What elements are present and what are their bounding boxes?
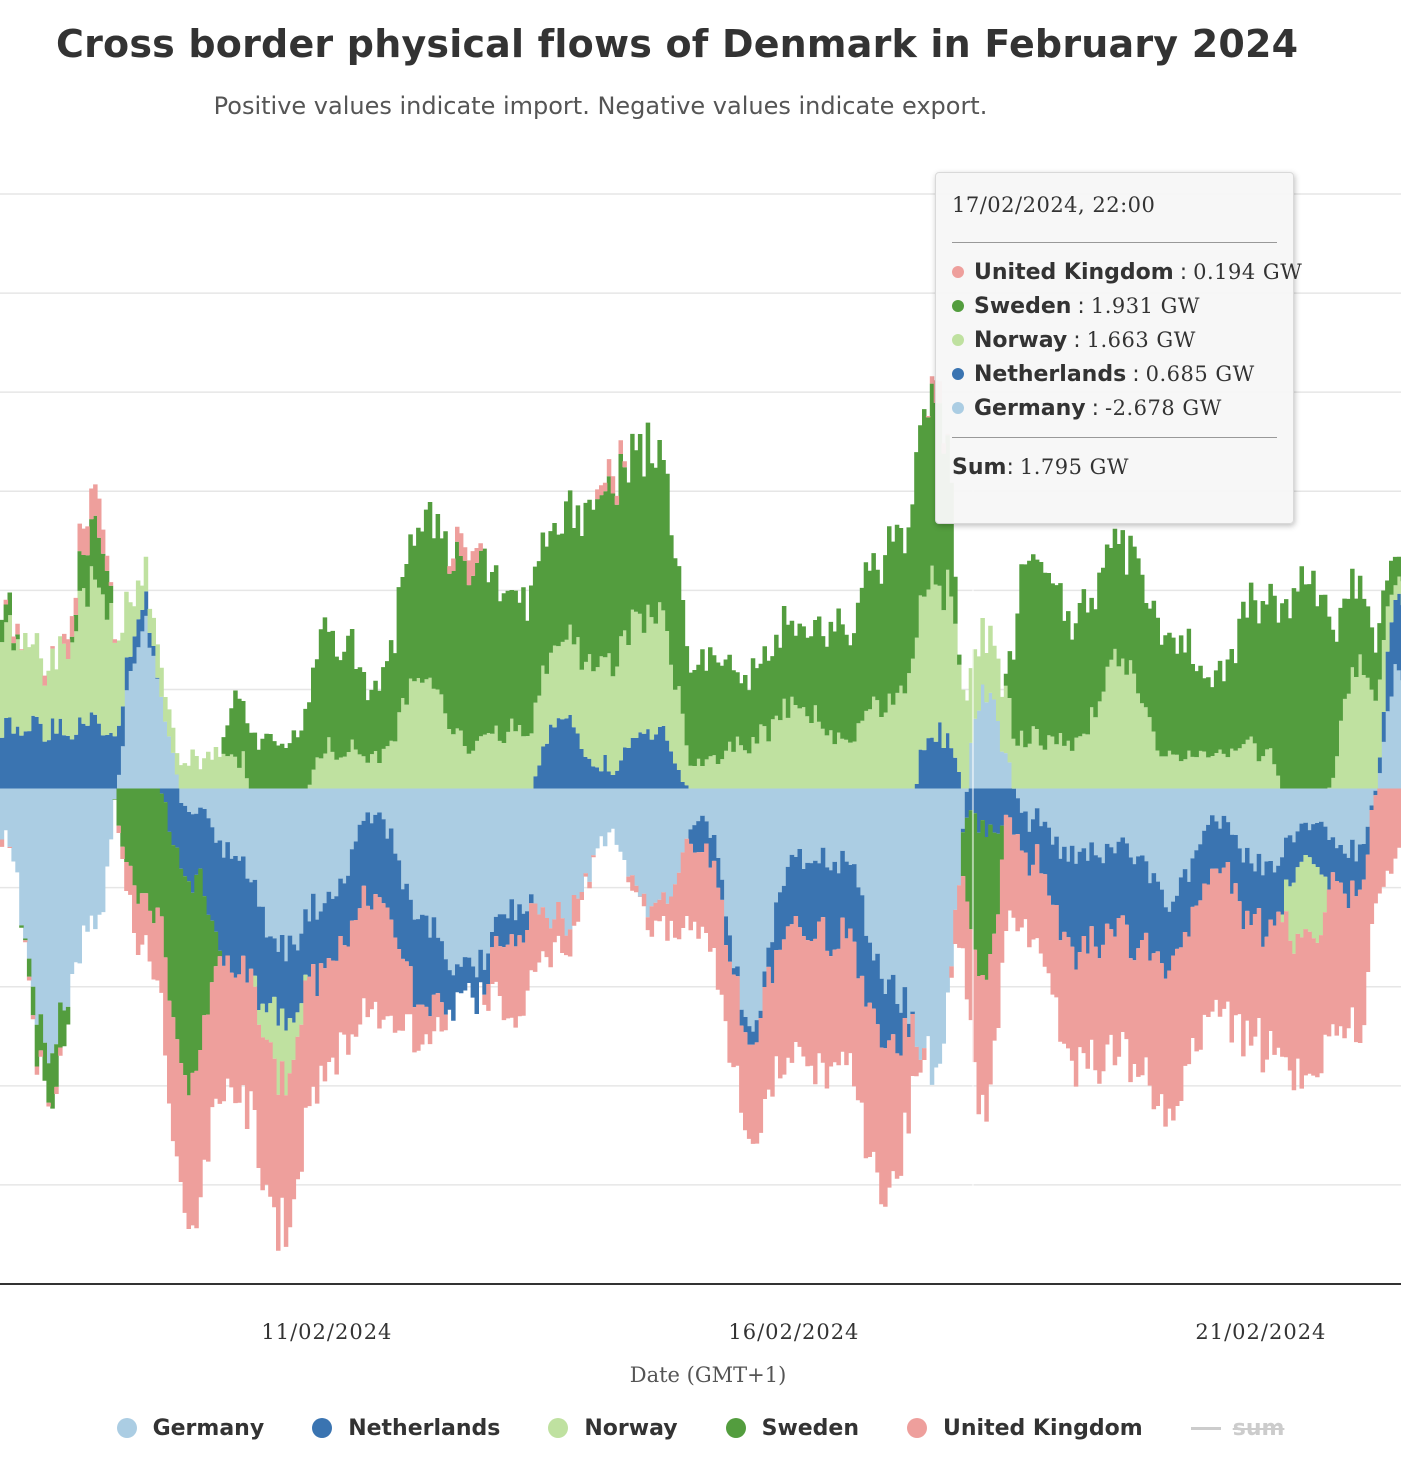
x-axis: 11/02/2024 16/02/2024 21/02/2024 Date (GMT+… [0,1283,1401,1387]
series-area-sweden[interactable] [0,383,1401,1109]
tooltip-series-name: Sweden [974,293,1072,319]
legend-item-norway[interactable]: Norway [548,1415,678,1441]
tooltip-row: United Kingdom:0.194 GW [952,255,1302,289]
tooltip-sum-label: Sum [952,454,1007,480]
tooltip-sum: Sum: 1.795 GW [952,454,1130,480]
x-axis-title: Date (GMT+1) [630,1363,787,1387]
tooltip-row: Germany: -2.678 GW [952,391,1277,425]
x-tick-label: 21/02/2024 [1195,1320,1326,1344]
tooltip-divider [952,242,1277,243]
tooltip-series-name: United Kingdom [974,259,1174,285]
tooltip-header: 17/02/2024, 22:00 [952,193,1156,217]
legend-item-netherlands[interactable]: Netherlands [312,1416,500,1441]
legend-label: Netherlands [348,1415,501,1441]
legend: Germany Netherlands Norway Sweden United Kin… [0,1410,1401,1446]
tooltip-series-value: 1.663 GW [1086,328,1196,352]
legend-circle-icon [907,1418,928,1438]
tooltip-divider-bottom [952,437,1277,438]
tooltip-series-name: Norway [974,327,1068,353]
series-marker-icon [952,334,964,346]
tooltip-row: Sweden:1.931 GW [952,289,1277,323]
legend-label: Norway [584,1415,678,1441]
series-area-germany[interactable] [0,615,1401,1085]
tooltip-series-value: 1.931 GW [1090,294,1200,318]
legend-circle-icon [116,1418,137,1438]
series-marker-icon [952,300,964,312]
legend-line-icon [1190,1426,1221,1430]
legend-label: Germany [152,1415,265,1441]
tooltip-row: Norway:1.663 GW [952,323,1277,357]
legend-label: Sweden [761,1415,860,1441]
legend-item-sum[interactable]: sum [1190,1415,1285,1441]
tooltip: 17/02/2024, 22:00 United Kingdom:0.194 G… [935,172,1302,524]
legend-label: United Kingdom [943,1415,1143,1441]
legend-item-united-kingdom[interactable]: United Kingdom [907,1416,1143,1441]
chart-subtitle: Positive values indicate import. Negativ… [213,92,988,120]
tooltip-sum-value: 1.795 GW [1019,455,1130,479]
tooltip-series-name: Germany [974,395,1086,421]
legend-circle-icon [725,1418,746,1438]
chart-title: Cross border physical flows of Denmark i… [56,22,1299,66]
series-area-norway[interactable] [0,556,1401,1096]
tooltip-series-name: Netherlands [974,361,1127,387]
legend-circle-icon [312,1418,333,1438]
x-tick-label: 16/02/2024 [728,1320,859,1344]
tooltip-series-value: -2.678 GW [1105,396,1222,420]
tooltip-series-value: 0.685 GW [1145,362,1255,386]
legend-label: sum [1232,1415,1285,1441]
x-tick-label: 11/02/2024 [261,1320,392,1344]
series-marker-icon [952,368,964,380]
tooltip-row: Netherlands:0.685 GW [952,357,1277,391]
legend-item-germany[interactable]: Germany [116,1415,265,1441]
tooltip-series-value: 0.194 GW [1193,260,1303,284]
tooltip-rows: United Kingdom:0.194 GW Sweden:1.931 GW No… [952,255,1302,425]
legend-circle-icon [548,1418,569,1438]
series-marker-icon [952,402,964,414]
series-area-united-kingdom[interactable] [0,376,1401,1251]
series-marker-icon [952,266,964,278]
legend-item-sweden[interactable]: Sweden [725,1415,860,1441]
